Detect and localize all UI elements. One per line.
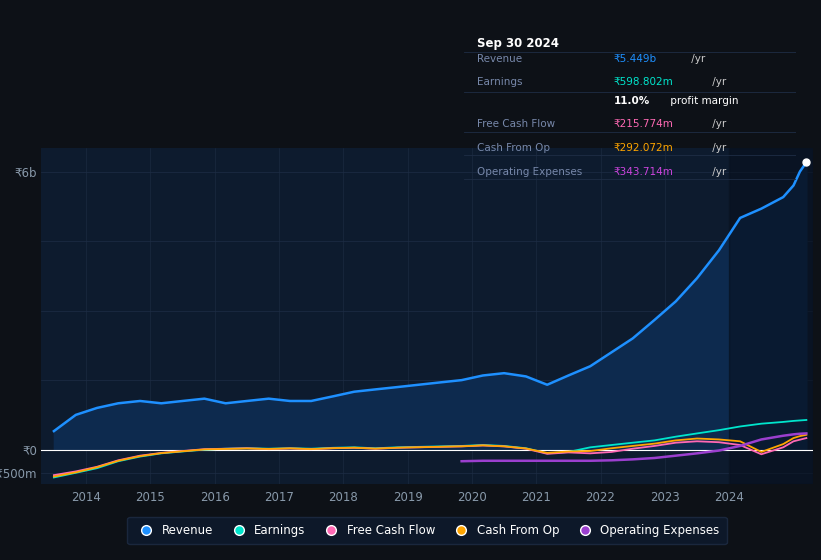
Text: profit margin: profit margin [667, 96, 738, 106]
Text: Earnings: Earnings [477, 77, 523, 87]
Text: ₹292.072m: ₹292.072m [613, 143, 673, 153]
Text: ₹598.802m: ₹598.802m [613, 77, 673, 87]
Text: ₹343.714m: ₹343.714m [613, 167, 673, 176]
Text: Sep 30 2024: Sep 30 2024 [477, 37, 559, 50]
Text: /yr: /yr [688, 54, 705, 64]
Text: 11.0%: 11.0% [613, 96, 649, 106]
Text: ₹5.449b: ₹5.449b [613, 54, 657, 64]
Text: Free Cash Flow: Free Cash Flow [477, 119, 555, 129]
Text: /yr: /yr [709, 77, 727, 87]
Legend: Revenue, Earnings, Free Cash Flow, Cash From Op, Operating Expenses: Revenue, Earnings, Free Cash Flow, Cash … [127, 517, 727, 544]
Text: /yr: /yr [709, 119, 727, 129]
Text: /yr: /yr [709, 167, 727, 176]
Text: /yr: /yr [709, 143, 727, 153]
Text: ₹215.774m: ₹215.774m [613, 119, 673, 129]
Text: Cash From Op: Cash From Op [477, 143, 550, 153]
Bar [729, 148, 813, 484]
Text: Operating Expenses: Operating Expenses [477, 167, 582, 176]
Text: Revenue: Revenue [477, 54, 522, 64]
